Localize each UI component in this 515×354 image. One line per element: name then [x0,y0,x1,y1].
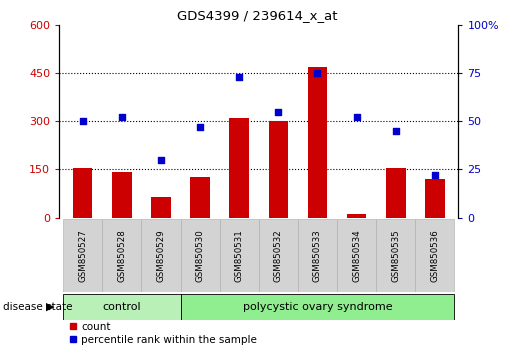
Bar [347,215,366,218]
Point [196,124,204,130]
Point [157,157,165,163]
Bar [415,219,454,292]
Bar [425,179,444,218]
Bar [298,219,337,292]
Text: GSM850531: GSM850531 [235,229,244,282]
Text: control: control [102,302,141,312]
Point [79,118,87,124]
Point [431,172,439,178]
Text: GSM850536: GSM850536 [431,229,439,282]
Text: GSM850533: GSM850533 [313,229,322,282]
Bar [181,294,454,320]
Point [352,115,360,120]
Text: GDS4399 / 239614_x_at: GDS4399 / 239614_x_at [177,9,338,22]
Bar [191,177,210,218]
Bar [230,118,249,218]
Bar [259,219,298,292]
Bar [63,294,181,320]
Bar [220,219,259,292]
Bar [386,168,405,218]
Bar [307,67,327,218]
Text: ▶: ▶ [46,302,55,312]
Bar [63,219,102,292]
Point [391,128,400,134]
Point [274,109,282,114]
Legend: count, percentile rank within the sample: count, percentile rank within the sample [64,317,261,349]
Text: GSM850530: GSM850530 [196,229,204,282]
Text: GSM850528: GSM850528 [117,229,126,282]
Bar [151,197,171,218]
Text: disease state: disease state [3,302,72,312]
Text: GSM850535: GSM850535 [391,229,400,282]
Bar [112,172,132,218]
Bar [268,121,288,218]
Text: polycystic ovary syndrome: polycystic ovary syndrome [243,302,392,312]
Bar [337,219,376,292]
Bar [102,219,142,292]
Text: GSM850529: GSM850529 [157,229,165,282]
Bar [181,219,220,292]
Point [118,115,126,120]
Bar [73,168,93,218]
Bar [142,219,181,292]
Point [235,74,244,80]
Text: GSM850534: GSM850534 [352,229,361,282]
Text: GSM850527: GSM850527 [78,229,87,282]
Bar [376,219,415,292]
Point [313,70,321,76]
Text: GSM850532: GSM850532 [274,229,283,282]
